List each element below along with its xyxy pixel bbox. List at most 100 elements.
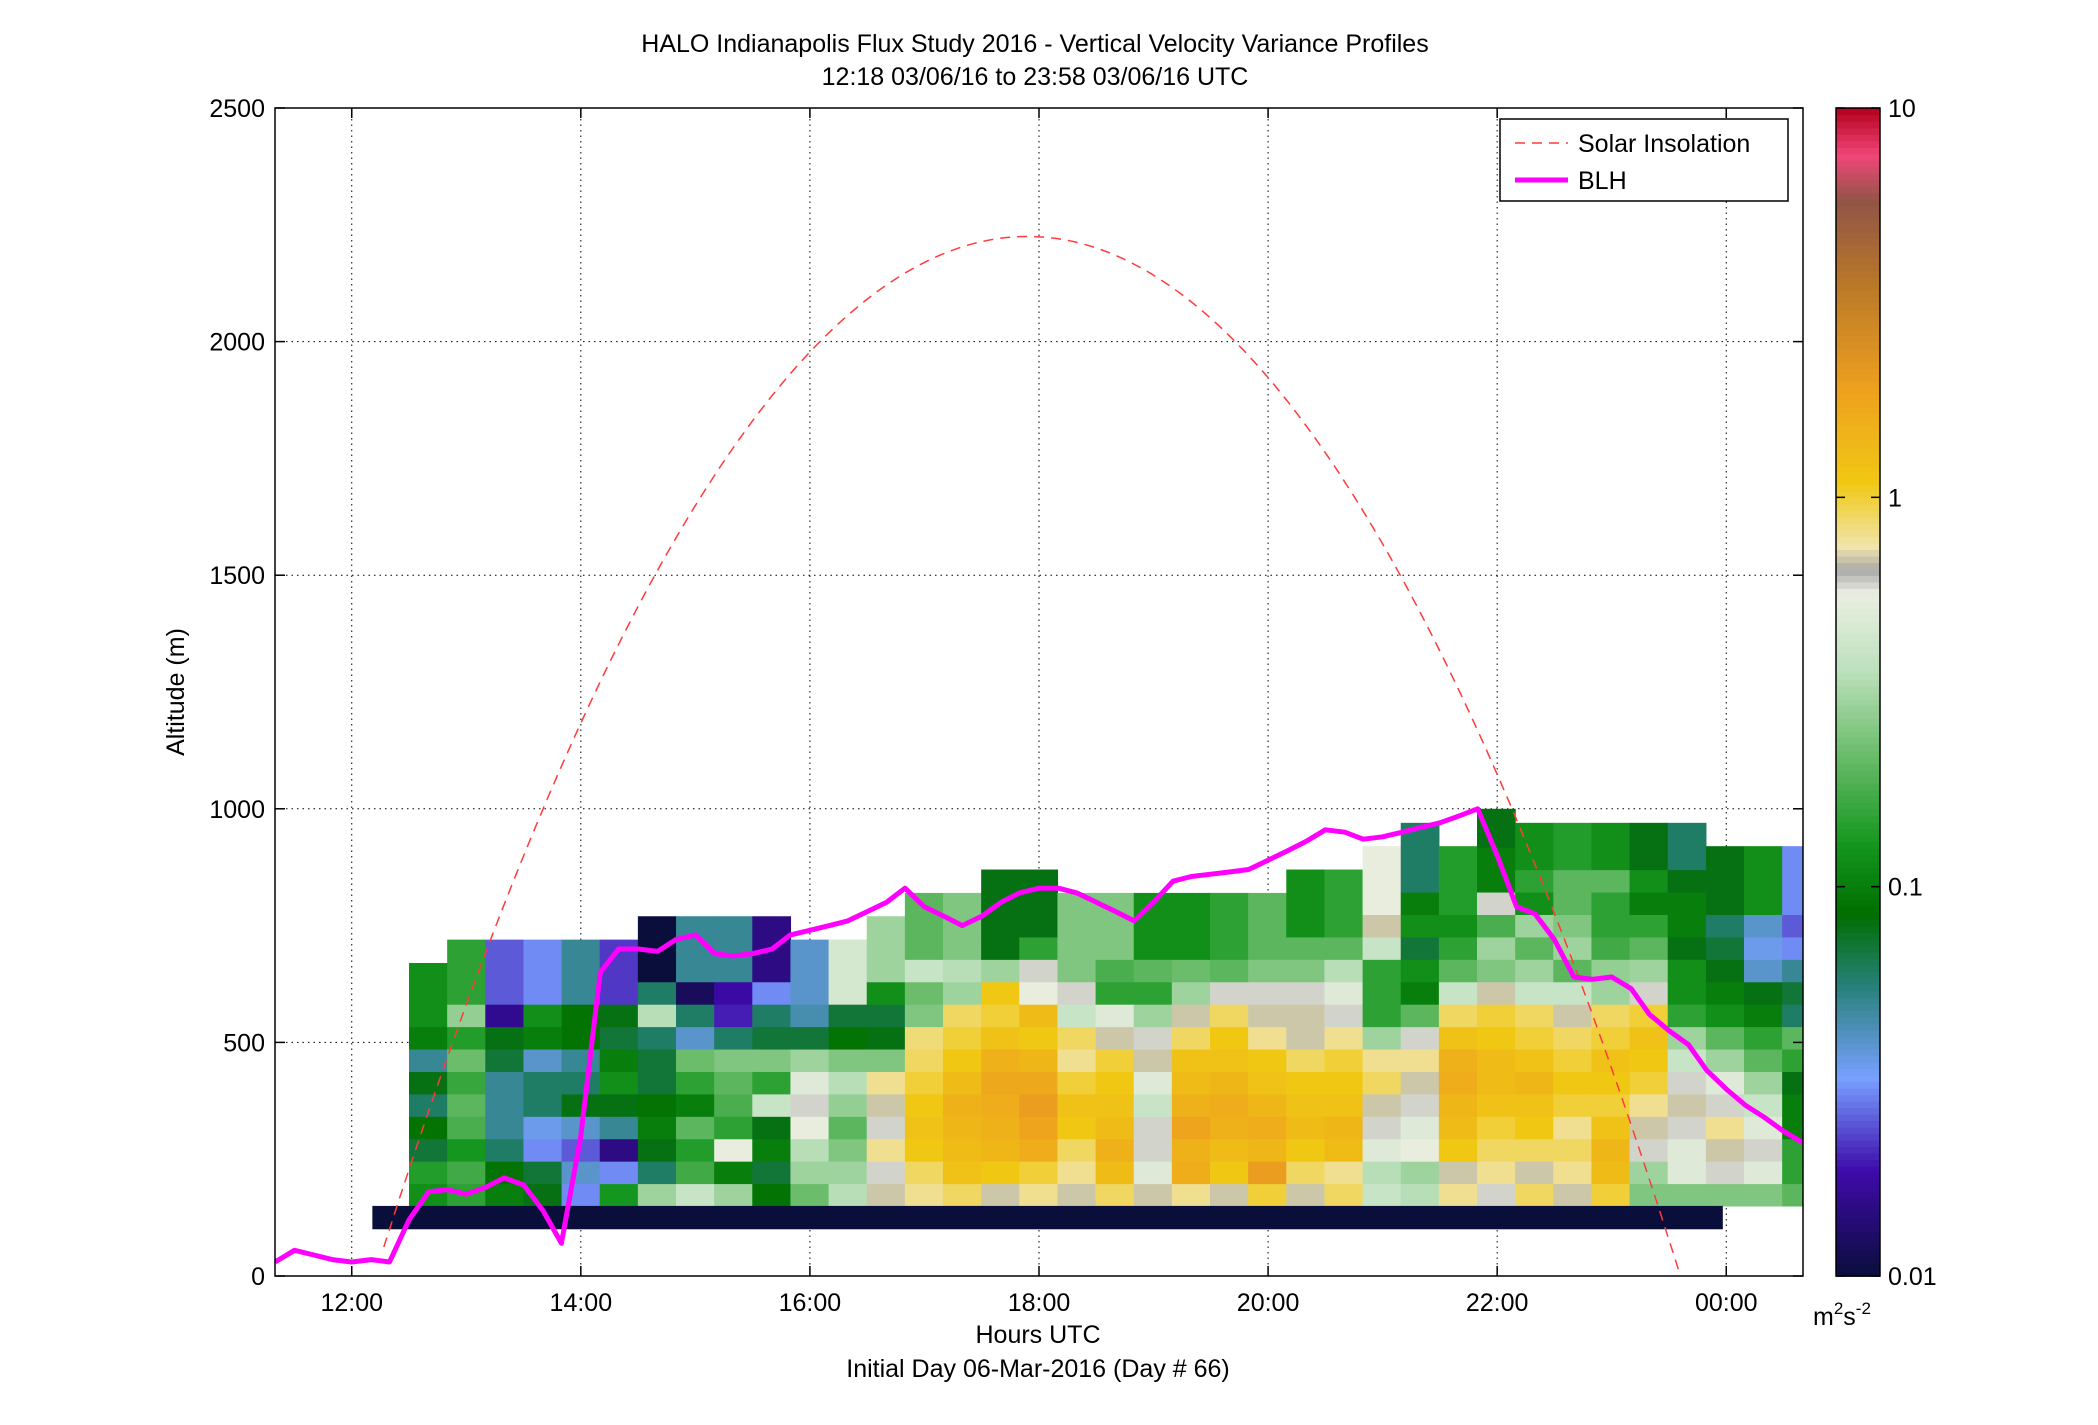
heatmap-cell [1248,1048,1287,1072]
colorbar-segment [1836,763,1880,771]
heatmap-cell [1133,1048,1173,1072]
heatmap-cell [1782,1004,1803,1028]
heatmap-cell [981,1093,1020,1117]
heatmap-cell [1477,1004,1516,1028]
colorbar-segment [1836,789,1880,797]
heatmap-cell [1705,1048,1745,1072]
heatmap-cell [1667,936,1707,960]
heatmap-cell [1362,959,1402,983]
heatmap-cell [1705,1138,1745,1162]
heatmap-cell [1591,914,1631,938]
colorbar-segment [1836,802,1880,810]
heatmap-cell [1629,936,1669,960]
heatmap-cell [409,1138,448,1162]
heatmap-cell [1324,1026,1364,1050]
heatmap-cell [447,1093,486,1117]
heatmap-cell [1248,1026,1287,1050]
legend-label-solar-insolation: Solar Insolation [1578,130,1750,158]
heatmap-cell [1705,981,1745,1005]
colorbar-segment [1836,795,1880,804]
heatmap-cell [1400,1048,1440,1072]
heatmap-cell [1133,1004,1173,1028]
heatmap-cell [1133,981,1173,1005]
heatmap-cell [866,1071,906,1095]
colorbar-segment [1836,1061,1880,1070]
heatmap-cell [828,1161,868,1185]
colorbar-segment [1836,270,1880,278]
heatmap-cell [1629,1026,1669,1050]
heatmap-cell [1897,1116,1936,1139]
heatmap-cell [447,1004,486,1028]
colorbar-segment [1836,1126,1880,1135]
heatmap-cell [1286,959,1326,983]
heatmap-cell [1477,936,1516,960]
colorbar-tick-label: 1 [1888,484,1902,512]
x-tick-label: 12:00 [320,1289,383,1317]
heatmap-cell [1667,891,1707,915]
heatmap-cell [904,1026,944,1050]
heatmap-cell [1935,1027,1974,1050]
heatmap-cell [1438,1138,1478,1162]
colorbar-segment [1836,659,1880,667]
colorbar-segment [1836,549,1880,557]
heatmap-cell [1400,891,1440,915]
heatmap-cell [1667,1093,1707,1117]
heatmap-cell [1019,1004,1059,1028]
heatmap-cell [866,1026,906,1050]
heatmap-cell [1400,936,1440,960]
heatmap-cell [1400,1071,1440,1095]
heatmap-cell [409,1026,448,1050]
colorbar-segment [1836,127,1880,135]
y-tick-label: 1000 [209,796,265,824]
heatmap-cell [1705,914,1745,938]
heatmap-cell [599,1048,639,1072]
heatmap-cell [1515,959,1554,983]
heatmap-cell [637,1138,677,1162]
heatmap-cell [637,1071,677,1095]
heatmap-cell [1362,1161,1402,1185]
heatmap-cell [866,1138,906,1162]
colorbar-segment [1836,964,1880,972]
heatmap-cell [1553,1138,1593,1162]
heatmap-cell [981,1116,1020,1140]
heatmap-cell [1324,1093,1364,1117]
heatmap-cell [1477,1026,1516,1050]
heatmap-cell [523,1004,563,1028]
colorbar-segment [1836,1074,1880,1083]
heatmap-cell [1591,1183,1631,1207]
heatmap-cell [1935,1183,1974,1206]
heatmap-cell [1515,1093,1554,1117]
heatmap-cell [943,1161,982,1185]
heatmap-cell [904,1183,944,1207]
heatmap-cell [790,1116,830,1140]
heatmap-cell [1935,982,1974,1005]
heatmap-cell [828,1004,868,1028]
colorbar-segment [1836,1256,1880,1264]
heatmap-cell [981,981,1020,1005]
colorbar-segment [1836,698,1880,706]
colorbar-segment [1836,1003,1880,1011]
heatmap-cell [1286,1093,1326,1117]
heatmap-cell [1515,936,1554,960]
heatmap-cell [1591,822,1631,871]
heatmap-cell [676,1093,715,1117]
colorbar-segment [1836,782,1880,791]
heatmap-cell [904,1004,944,1028]
heatmap-cell [752,1071,792,1095]
colorbar-segment [1836,108,1880,116]
heatmap-cell [714,1138,753,1162]
colorbar-segment [1836,374,1880,382]
heatmap-cell [828,1116,868,1140]
colorbar-segment [1836,912,1880,920]
heatmap-cell [1782,1071,1803,1095]
heatmap-cell [904,1048,944,1072]
heatmap-cell [676,1161,715,1185]
heatmap-cell [1362,1183,1402,1207]
colorbar-segment [1836,588,1880,596]
colorbar-segment [1836,179,1880,187]
heatmap-cell [561,1048,601,1072]
heatmap-cell [1897,1161,1936,1184]
heatmap-cell [676,1048,715,1072]
heatmap-cell [1400,914,1440,938]
heatmap-cell [1286,981,1326,1005]
